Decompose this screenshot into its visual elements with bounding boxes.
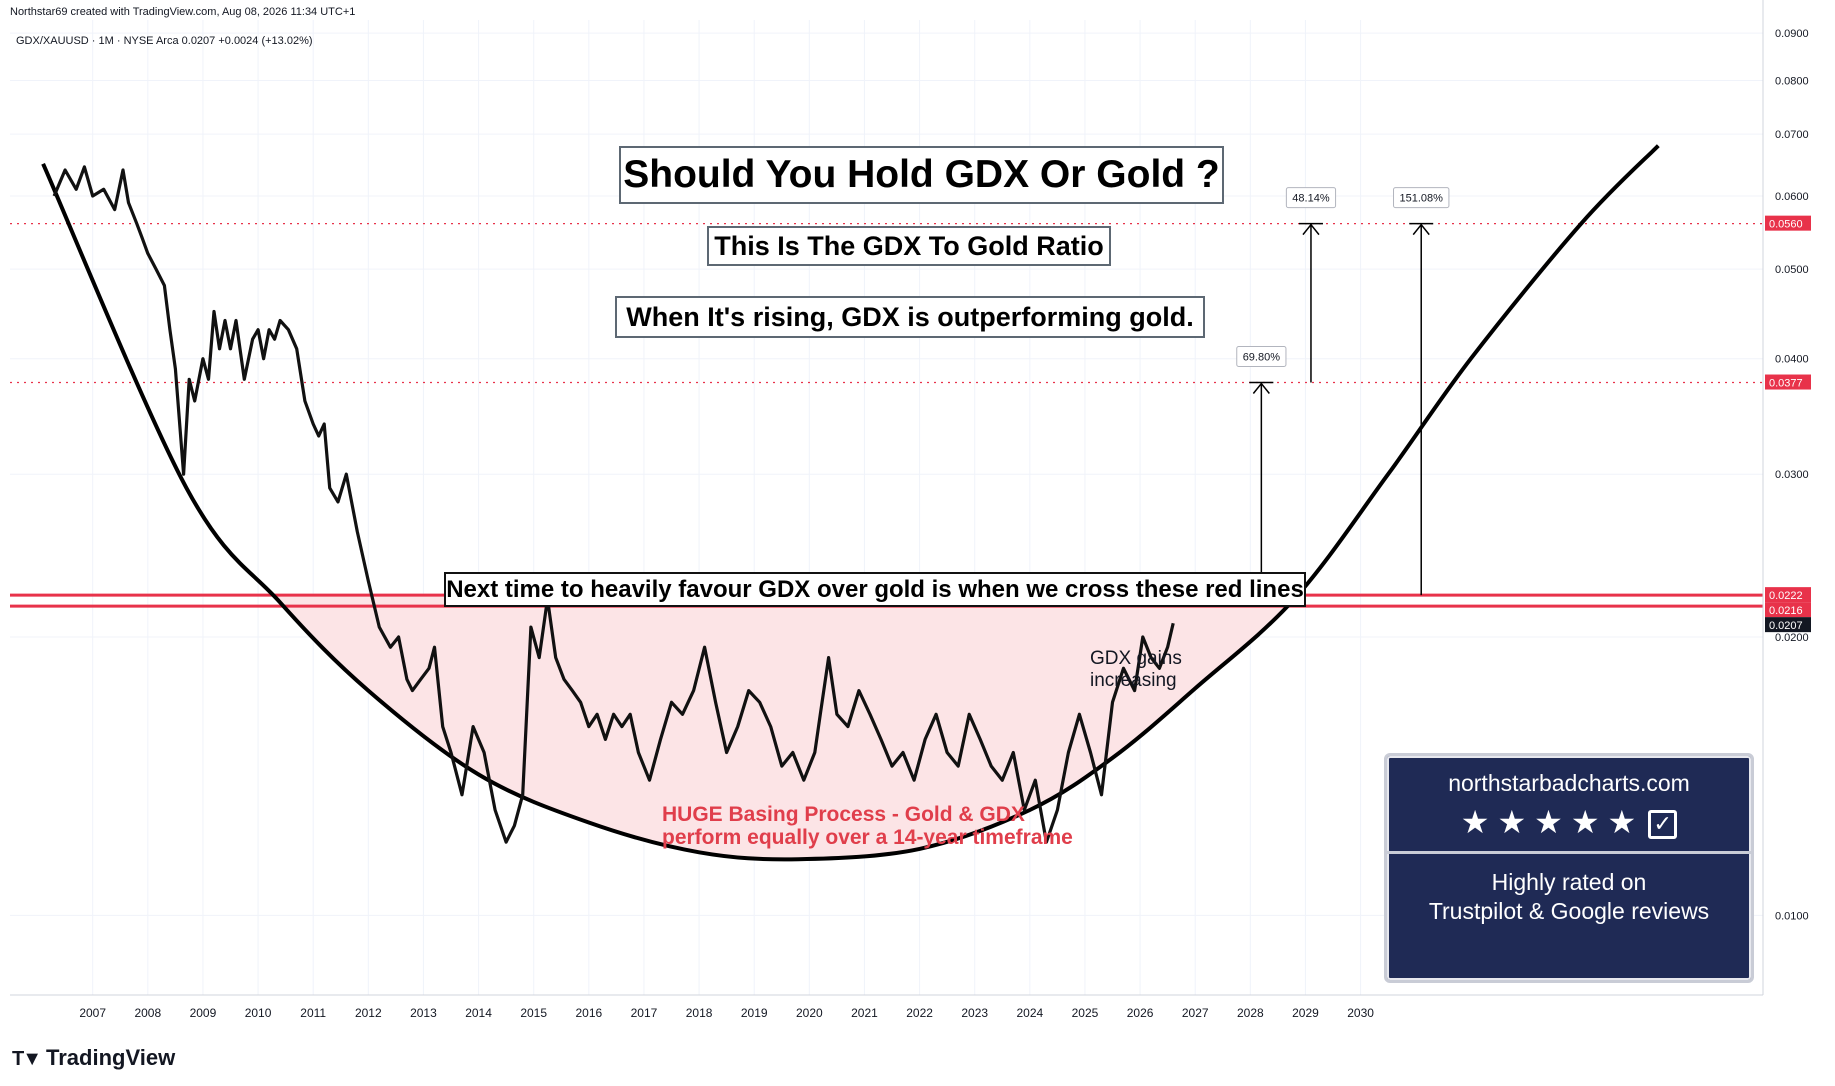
price-label-box	[1765, 374, 1811, 390]
logo-text: TradingView	[46, 1045, 176, 1070]
y-tick-label: 0.0200	[1775, 632, 1809, 644]
projection-arrowhead	[1412, 223, 1430, 236]
x-tick-label: 2015	[520, 1006, 547, 1020]
gains-note-line-1: GDX gains	[1090, 648, 1182, 669]
x-tick-label: 2023	[961, 1006, 988, 1020]
basing-note-line-2: perform equally over a 14-year timeframe	[662, 826, 1073, 849]
bowl-curve	[41, 144, 1660, 862]
x-tick-label: 2017	[631, 1006, 658, 1020]
promo-site: northstarbadcharts.com	[1448, 770, 1690, 796]
x-tick-label: 2020	[796, 1006, 823, 1020]
projection-label: 151.08%	[1400, 193, 1444, 205]
chart-title: Should You Hold GDX Or Gold ?	[619, 146, 1224, 204]
x-tick-label: 2028	[1237, 1006, 1264, 1020]
price-label-box	[1765, 215, 1811, 231]
y-tick-label: 0.0100	[1775, 910, 1809, 922]
projection-arrowhead	[1252, 382, 1270, 394]
projection-arrows: 69.80% 48.14% 151.08%	[1236, 187, 1450, 596]
x-tick-label: 2009	[190, 1006, 217, 1020]
rating-stars: ★★★★★ ✓	[1387, 803, 1751, 841]
x-tick-label: 2014	[465, 1006, 492, 1020]
tradingview-logo-icon: T▼	[12, 1048, 42, 1070]
price-label: 0.0216	[1769, 605, 1803, 617]
x-tick-label: 2029	[1292, 1006, 1319, 1020]
subtitle-ratio: This Is The GDX To Gold Ratio	[707, 226, 1111, 266]
y-tick-label: 0.0500	[1775, 264, 1809, 276]
promo-divider	[1387, 851, 1751, 854]
x-tick-label: 2010	[245, 1006, 272, 1020]
projection-label: 48.14%	[1292, 193, 1330, 205]
price-label: 0.0560	[1769, 219, 1803, 231]
tradingview-logo[interactable]: T▼ TradingView	[12, 1045, 175, 1071]
series-line	[52, 165, 1175, 844]
axes: 2007 2008 2009 2010 2011 2012 2013 2014 2015 2016…	[10, 0, 1811, 1020]
promo-line-1: Highly rated on	[1491, 869, 1647, 895]
x-tick-label: 2025	[1072, 1006, 1099, 1020]
x-tick-label: 2022	[906, 1006, 933, 1020]
gains-note: GDX gains increasing	[1090, 648, 1182, 692]
star-icons: ★★★★★	[1460, 804, 1645, 840]
price-label-box	[1765, 617, 1811, 633]
projection-label-box	[1236, 346, 1287, 368]
x-tick-label: 2026	[1127, 1006, 1154, 1020]
symbol-legend[interactable]: GDX/XAUUSD · 1M · NYSE Arca 0.0207 +0.00…	[16, 35, 313, 47]
projection-arrowhead	[1302, 223, 1320, 236]
promo-line-2: Trustpilot & Google reviews	[1428, 898, 1710, 924]
price-label-box	[1765, 587, 1811, 603]
subtitle-rising: When It's rising, GDX is outperforming g…	[615, 296, 1205, 338]
price-label: 0.0207	[1769, 620, 1803, 632]
price-label-box	[1765, 602, 1811, 618]
basing-note-line-1: HUGE Basing Process - Gold & GDX	[662, 803, 1025, 826]
checkmark-icon: ✓	[1648, 810, 1678, 840]
price-levels	[10, 223, 1763, 608]
projection-label: 69.80%	[1243, 352, 1281, 364]
y-tick-label: 0.0300	[1775, 469, 1809, 481]
x-tick-label: 2030	[1347, 1006, 1374, 1020]
x-tick-label: 2024	[1016, 1006, 1043, 1020]
x-tick-label: 2013	[410, 1006, 437, 1020]
bowl-curve-line	[41, 144, 1660, 862]
red-lines-note: Next time to heavily favour GDX over gol…	[444, 572, 1306, 607]
y-tick-label: 0.0700	[1775, 129, 1809, 141]
promo-card[interactable]: northstarbadcharts.com ★★★★★ ✓ Highly rat…	[1384, 753, 1754, 983]
gains-note-line-2: increasing	[1090, 670, 1177, 691]
attribution-text: Northstar69 created with TradingView.com…	[10, 6, 356, 18]
x-tick-label: 2021	[851, 1006, 878, 1020]
x-tick-label: 2016	[575, 1006, 602, 1020]
y-tick-label: 0.0600	[1775, 191, 1809, 203]
price-label: 0.0377	[1769, 378, 1803, 390]
x-tick-label: 2012	[355, 1006, 382, 1020]
y-tick-label: 0.0400	[1775, 354, 1809, 366]
price-series	[52, 165, 1175, 844]
basing-note: HUGE Basing Process - Gold & GDX perform…	[662, 803, 1073, 849]
projection-label-box	[1285, 187, 1337, 209]
price-label: 0.0222	[1769, 590, 1803, 602]
x-tick-label: 2019	[741, 1006, 768, 1020]
y-tick-label: 0.0900	[1775, 28, 1809, 40]
x-tick-label: 2018	[686, 1006, 713, 1020]
x-tick-label: 2008	[134, 1006, 161, 1020]
x-tick-label: 2011	[300, 1006, 326, 1020]
x-tick-label: 2027	[1182, 1006, 1209, 1020]
projection-label-box	[1393, 187, 1450, 209]
x-tick-label: 2007	[79, 1006, 106, 1020]
y-tick-label: 0.0800	[1775, 75, 1809, 87]
